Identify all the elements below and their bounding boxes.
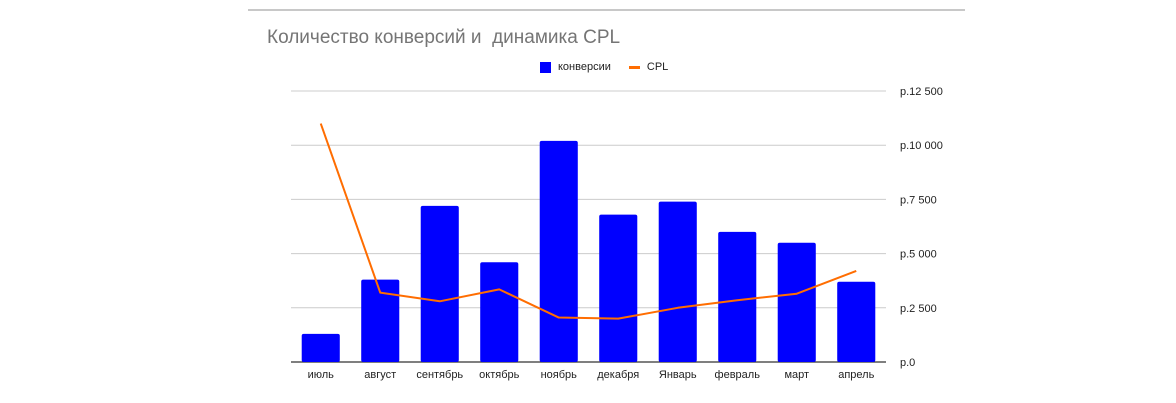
y-tick-label: р.10 000 bbox=[900, 140, 943, 152]
y-tick-label: р.5 000 bbox=[900, 249, 937, 261]
x-tick-label: декабря bbox=[597, 369, 639, 381]
top-divider bbox=[248, 9, 965, 11]
bar-conversions bbox=[718, 231, 757, 362]
x-tick-label: апрель bbox=[838, 369, 874, 381]
legend-label-cpl: CPL bbox=[646, 61, 669, 73]
bar-conversions bbox=[301, 333, 340, 362]
x-tick-label: Январь bbox=[659, 369, 697, 381]
chart-legend: конверсии CPL bbox=[540, 60, 686, 74]
x-tick-label: сентябрь bbox=[416, 369, 463, 381]
y-tick-label: р.12 500 bbox=[900, 86, 943, 98]
y-tick-label: р.2 500 bbox=[900, 303, 937, 315]
legend-item-cpl: CPL bbox=[628, 61, 669, 73]
legend-item-conversions: конверсии bbox=[540, 61, 611, 73]
bar-conversions bbox=[480, 262, 519, 362]
x-tick-label: ноябрь bbox=[541, 369, 578, 381]
legend-swatch-cpl bbox=[628, 65, 640, 69]
line-cpl bbox=[319, 123, 857, 320]
chart-title: Количество конверсий и динамика CPL bbox=[267, 27, 621, 48]
bar-conversions bbox=[837, 281, 876, 362]
y-tick-label: р.7 500 bbox=[900, 194, 937, 206]
x-tick-label: март bbox=[784, 369, 809, 381]
bar-conversions bbox=[539, 140, 578, 362]
y-tick-label: р.0 bbox=[900, 357, 915, 369]
x-tick-label: июль bbox=[308, 369, 335, 381]
bar-conversions bbox=[777, 242, 816, 362]
bar-conversions bbox=[361, 279, 400, 362]
bar-conversions bbox=[599, 214, 638, 362]
x-tick-label: август bbox=[364, 369, 396, 381]
legend-swatch-conversions bbox=[540, 61, 551, 73]
bar-conversions bbox=[658, 201, 697, 362]
x-tick-label: октябрь bbox=[479, 369, 519, 381]
bar-conversions bbox=[420, 205, 459, 362]
x-tick-label: февраль bbox=[715, 369, 761, 381]
legend-label-conversions: конверсии bbox=[558, 61, 611, 73]
